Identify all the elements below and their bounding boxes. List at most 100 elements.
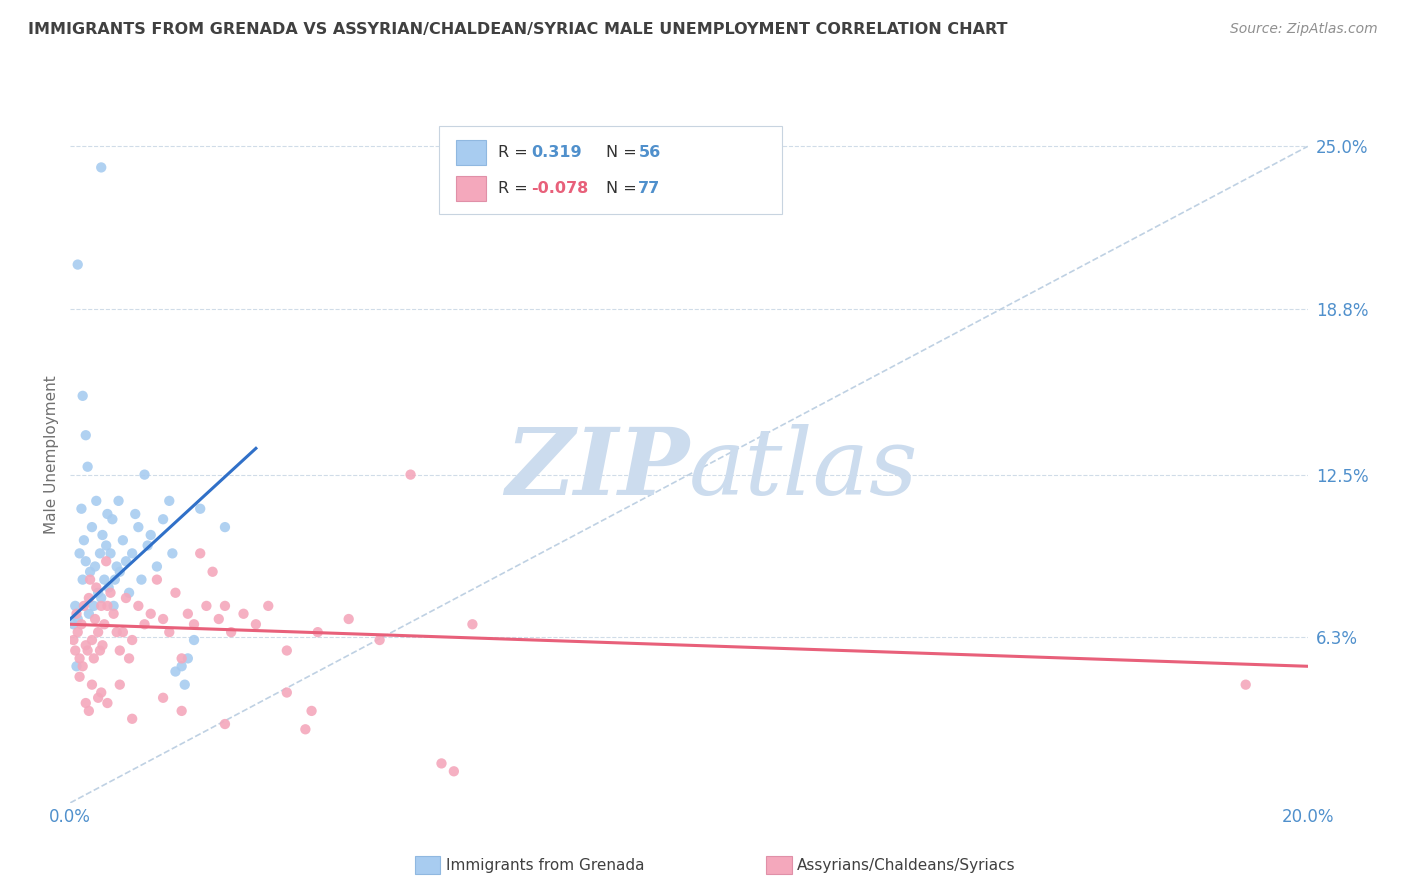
Point: [170, 659, 193, 673]
Point: [83, 599, 105, 613]
Point: [152, 512, 174, 526]
Point: [100, 546, 122, 560]
Text: 77: 77: [638, 181, 661, 196]
Point: [90, 591, 112, 605]
Point: [84, 612, 107, 626]
Point: [368, 633, 391, 648]
Point: [214, 717, 236, 731]
Point: [84, 581, 107, 595]
Text: 56: 56: [638, 145, 661, 161]
Point: [131, 573, 153, 587]
Point: [72, 389, 94, 403]
Point: [77, 704, 100, 718]
Point: [127, 599, 149, 613]
Text: 0.319: 0.319: [531, 145, 582, 161]
Point: [84, 559, 107, 574]
Point: [105, 625, 128, 640]
Point: [188, 546, 211, 560]
Text: atlas: atlas: [689, 424, 918, 514]
Point: [115, 554, 138, 568]
Point: [195, 599, 218, 613]
Point: [66, 625, 89, 640]
Text: Source: ZipAtlas.com: Source: ZipAtlas.com: [1230, 22, 1378, 37]
Point: [165, 586, 187, 600]
Point: [188, 501, 211, 516]
Point: [79, 565, 101, 579]
Point: [152, 690, 174, 705]
Point: [134, 467, 156, 482]
Point: [294, 723, 316, 737]
Point: [75, 638, 97, 652]
Point: [157, 494, 180, 508]
Point: [97, 581, 120, 595]
Point: [73, 599, 96, 613]
Point: [90, 161, 112, 175]
Point: [80, 678, 103, 692]
Point: [399, 467, 422, 482]
Point: [93, 617, 115, 632]
Point: [87, 586, 110, 600]
Point: [83, 651, 105, 665]
Point: [301, 704, 323, 718]
Point: [101, 512, 124, 526]
Point: [139, 607, 162, 621]
Point: [127, 520, 149, 534]
Point: [121, 546, 143, 560]
Point: [461, 617, 484, 632]
Point: [72, 573, 94, 587]
Point: [118, 651, 141, 665]
Point: [183, 617, 205, 632]
Point: [115, 591, 138, 605]
Point: [91, 528, 114, 542]
Point: [152, 612, 174, 626]
Text: R =: R =: [498, 181, 533, 196]
Point: [75, 428, 97, 442]
Point: [214, 520, 236, 534]
Point: [87, 690, 110, 705]
Point: [80, 633, 103, 648]
Point: [162, 546, 184, 560]
Point: [96, 599, 118, 613]
Point: [276, 643, 298, 657]
Point: [65, 659, 87, 673]
Point: [108, 678, 131, 692]
Point: [208, 612, 231, 626]
Point: [96, 507, 118, 521]
Point: [177, 651, 200, 665]
Text: Assyrians/Chaldeans/Syriacs: Assyrians/Chaldeans/Syriacs: [797, 858, 1015, 872]
Point: [87, 625, 110, 640]
Point: [79, 573, 101, 587]
Point: [111, 533, 134, 548]
Point: [146, 559, 169, 574]
Point: [96, 539, 118, 553]
Text: N =: N =: [606, 181, 643, 196]
Point: [84, 494, 107, 508]
Point: [76, 459, 98, 474]
Point: [111, 625, 134, 640]
Point: [104, 573, 127, 587]
Point: [77, 591, 100, 605]
Point: [1234, 678, 1257, 692]
Point: [108, 565, 131, 579]
Point: [214, 599, 236, 613]
Point: [177, 607, 200, 621]
Point: [307, 625, 329, 640]
Point: [80, 520, 103, 534]
Point: [443, 764, 465, 779]
Point: [75, 554, 97, 568]
Point: [121, 712, 143, 726]
Point: [91, 638, 114, 652]
Y-axis label: Male Unemployment: Male Unemployment: [44, 376, 59, 534]
Point: [70, 617, 93, 632]
Point: [69, 546, 91, 560]
Point: [90, 599, 112, 613]
Point: [337, 612, 360, 626]
Point: [96, 696, 118, 710]
Point: [257, 599, 280, 613]
Point: [65, 643, 87, 657]
Point: [103, 607, 125, 621]
Point: [103, 599, 125, 613]
Point: [89, 643, 111, 657]
Point: [105, 559, 128, 574]
Point: [118, 586, 141, 600]
